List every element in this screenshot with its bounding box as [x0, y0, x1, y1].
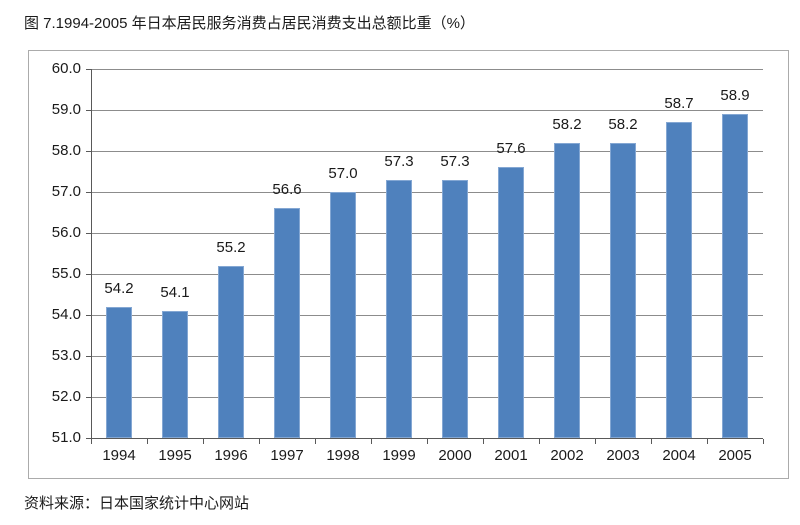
x-axis-tick: [427, 439, 428, 444]
bar: [666, 122, 692, 438]
x-tick-label: 2002: [550, 447, 584, 464]
bar-value-label: 57.0: [328, 165, 358, 182]
x-tick-label: 2005: [718, 447, 752, 464]
x-axis-tick: [707, 439, 708, 444]
y-tick-label: 55.0: [51, 265, 81, 282]
x-axis-tick: [595, 439, 596, 444]
bar: [442, 179, 468, 438]
x-axis-tick: [259, 439, 260, 444]
y-axis-tick: [86, 109, 91, 111]
y-tick-label: 52.0: [51, 388, 81, 405]
bar-value-label: 57.6: [496, 140, 526, 158]
y-axis-tick: [86, 273, 91, 275]
bar: [330, 192, 356, 438]
x-tick-label: 1996: [214, 447, 248, 464]
y-tick-label: 60.0: [51, 60, 81, 77]
bar: [162, 310, 188, 438]
x-tick-label: 2003: [606, 447, 640, 464]
x-tick-label: 1999: [382, 447, 416, 464]
gridline: [91, 273, 763, 275]
x-axis-tick: [371, 439, 372, 444]
y-tick-label: 56.0: [51, 224, 81, 241]
bar-value-label: 58.7: [664, 95, 694, 113]
y-axis-tick: [86, 314, 91, 316]
bar-value-label: 58.2: [608, 115, 638, 133]
y-tick-label: 51.0: [51, 429, 81, 446]
bar-value-label: 57.3: [440, 152, 470, 170]
y-axis-tick: [86, 232, 91, 234]
y-axis-tick: [86, 355, 91, 357]
y-tick-label: 59.0: [51, 101, 81, 118]
x-tick-label: 2000: [438, 447, 472, 464]
bar-value-label: 54.2: [104, 279, 134, 297]
x-axis-tick: [539, 439, 540, 444]
y-axis-line: [91, 69, 92, 438]
x-tick-label: 2004: [662, 447, 696, 464]
bar-value-label: 57.3: [384, 152, 414, 170]
bar: [386, 179, 412, 438]
bar: [722, 114, 748, 438]
bar: [274, 208, 300, 438]
x-axis-tick: [147, 439, 148, 444]
bar-value-label: 56.6: [272, 181, 302, 199]
x-axis-tick: [651, 439, 652, 444]
plot-area: 51.0 52.0 53.0 54.0 55.0 56.0 57.0 58.0 59.0 60.0…: [29, 51, 788, 478]
x-axis-tick: [315, 439, 316, 444]
gridline: [91, 68, 763, 70]
y-tick-label: 57.0: [51, 183, 81, 200]
y-tick-label: 54.0: [51, 306, 81, 323]
x-tick-label: 2001: [494, 447, 528, 464]
gridline: [91, 232, 763, 234]
bar-value-label: 55.2: [216, 238, 246, 256]
x-tick-label: 1994: [102, 447, 136, 464]
x-tick-label: 1995: [158, 447, 192, 464]
y-axis-tick: [86, 191, 91, 193]
bar: [610, 142, 636, 438]
y-axis-tick: [86, 150, 91, 152]
bar: [218, 265, 244, 438]
y-tick-label: 58.0: [51, 142, 81, 159]
bar: [554, 142, 580, 438]
chart-frame: 51.0 52.0 53.0 54.0 55.0 56.0 57.0 58.0 59.0 60.0…: [28, 50, 789, 479]
x-axis-tick: [763, 439, 764, 444]
x-tick-label: 1998: [326, 447, 360, 464]
x-axis-tick: [203, 439, 204, 444]
gridline: [91, 109, 763, 111]
gridline: [91, 355, 763, 357]
x-axis-tick: [483, 439, 484, 444]
gridline: [91, 314, 763, 316]
gridline: [91, 191, 763, 193]
chart-title: 图 7.1994-2005 年日本居民服务消费占居民消费支出总额比重（%）: [24, 15, 475, 32]
x-axis-line: [86, 438, 763, 439]
y-axis-tick: [86, 396, 91, 398]
x-axis-tick: [91, 439, 92, 444]
x-tick-label: 1997: [270, 447, 304, 464]
bar: [106, 306, 132, 438]
gridline: [91, 396, 763, 398]
y-axis-tick: [86, 68, 91, 70]
source-note: 资料来源：日本国家统计中心网站: [24, 495, 250, 512]
bar-value-label: 58.2: [552, 115, 582, 133]
y-tick-label: 53.0: [51, 347, 81, 364]
bar-value-label: 58.9: [720, 87, 750, 105]
gridline: [91, 150, 763, 152]
bar: [498, 167, 524, 438]
bar-value-label: 54.1: [160, 283, 190, 301]
